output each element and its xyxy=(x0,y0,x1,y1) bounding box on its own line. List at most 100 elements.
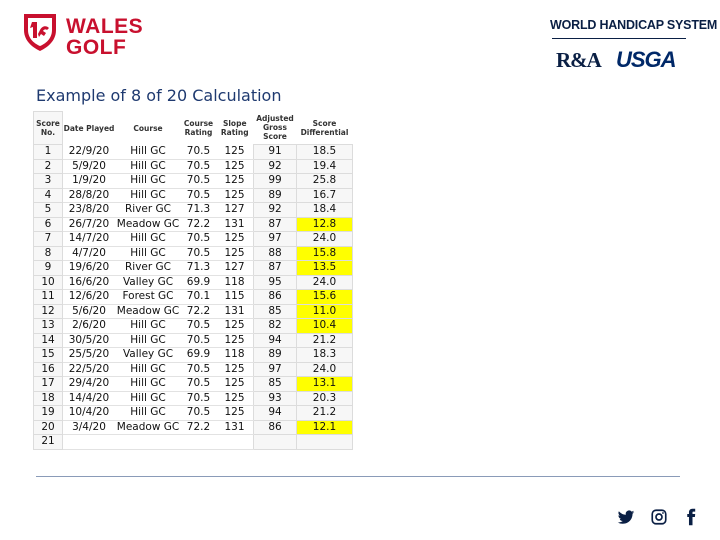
score-no-cell: 9 xyxy=(33,260,63,276)
score-calculation-table: Score No. Date Played Course Course Rati… xyxy=(33,111,353,450)
date-played-cell: 19/6/20 xyxy=(62,260,115,276)
date-played-cell: 26/7/20 xyxy=(62,217,115,232)
course-cell: Valley GC xyxy=(115,347,181,363)
score-differential-cell: 15.8 xyxy=(296,245,353,261)
score-differential-cell: 24.0 xyxy=(296,274,353,290)
score-no-cell: 4 xyxy=(33,187,63,203)
slope-rating-cell: 125 xyxy=(216,391,254,406)
adjusted-gross-score-cell: 82 xyxy=(253,318,297,334)
adjusted-gross-score-cell: 89 xyxy=(253,347,297,363)
score-differential-cell: 25.8 xyxy=(296,173,353,189)
adjusted-gross-score-cell: 86 xyxy=(253,289,297,305)
usga-logo: USGA xyxy=(616,47,677,72)
date-played-cell: 12/6/20 xyxy=(62,289,115,305)
course-rating-cell xyxy=(181,434,216,450)
header-adjusted-gross-score: Adjusted Gross Score xyxy=(256,114,294,142)
instagram-icon[interactable] xyxy=(650,508,668,526)
score-differential-cell: 21.2 xyxy=(296,332,353,348)
course-cell: Hill GC xyxy=(115,231,181,247)
score-differential-cell: 18.5 xyxy=(296,144,353,160)
date-played-cell: 5/6/20 xyxy=(62,304,115,319)
slope-rating-cell: 131 xyxy=(216,304,254,319)
score-differential-cell: 24.0 xyxy=(296,231,353,247)
course-rating-cell: 69.9 xyxy=(181,347,216,363)
adjusted-gross-score-cell: 94 xyxy=(253,332,297,348)
table-row: 17 29/4/20 Hill GC 70.5 125 85 13.1 xyxy=(33,376,353,392)
course-cell: Hill GC xyxy=(115,318,181,334)
score-no-cell: 3 xyxy=(33,173,63,189)
wales-logo-line1: WALES xyxy=(66,15,144,38)
course-rating-cell: 70.5 xyxy=(181,231,216,247)
score-no-cell: 15 xyxy=(33,347,63,363)
date-played-cell xyxy=(62,434,115,450)
date-played-cell: 4/7/20 xyxy=(62,246,115,261)
table-row: 19 10/4/20 Hill GC 70.5 125 94 21.2 xyxy=(33,405,353,421)
slope-rating-cell: 125 xyxy=(216,246,254,261)
date-played-cell: 14/7/20 xyxy=(62,231,115,247)
score-no-cell: 10 xyxy=(33,274,63,290)
table-row: 8 4/7/20 Hill GC 70.5 125 88 15.8 xyxy=(33,245,353,261)
date-played-cell: 22/9/20 xyxy=(62,144,115,160)
adjusted-gross-score-cell: 97 xyxy=(253,361,297,377)
adjusted-gross-score-cell: 97 xyxy=(253,231,297,247)
whs-logo-block: WORLD HANDICAP SYSTEM R&A USGA xyxy=(550,18,717,73)
course-cell: Hill GC xyxy=(115,405,181,421)
course-cell xyxy=(115,434,181,450)
score-no-cell: 21 xyxy=(33,434,63,450)
score-differential-cell: 12.1 xyxy=(296,419,353,435)
adjusted-gross-score-cell xyxy=(253,434,297,450)
score-differential-cell: 12.8 xyxy=(296,216,353,232)
table-row: 2 5/9/20 Hill GC 70.5 125 92 19.4 xyxy=(33,158,353,174)
table-row: 12 5/6/20 Meadow GC 72.2 131 85 11.0 xyxy=(33,303,353,319)
slope-rating-cell: 125 xyxy=(216,188,254,203)
whs-divider xyxy=(552,38,686,39)
date-played-cell: 10/4/20 xyxy=(62,405,115,421)
ra-logo: R&A xyxy=(556,48,602,72)
course-cell: Hill GC xyxy=(115,188,181,203)
table-row: 15 25/5/20 Valley GC 69.9 118 89 18.3 xyxy=(33,347,353,363)
course-rating-cell: 70.5 xyxy=(181,376,216,392)
score-differential-cell: 18.4 xyxy=(296,202,353,218)
score-differential-cell: 13.5 xyxy=(296,260,353,276)
slope-rating-cell: 125 xyxy=(216,231,254,247)
slope-rating-cell: 125 xyxy=(216,376,254,392)
date-played-cell: 16/6/20 xyxy=(62,275,115,290)
slope-rating-cell: 127 xyxy=(216,202,254,218)
score-differential-cell: 24.0 xyxy=(296,361,353,377)
score-differential-cell: 15.6 xyxy=(296,289,353,305)
course-rating-cell: 70.5 xyxy=(181,159,216,174)
course-cell: Hill GC xyxy=(115,144,181,160)
adjusted-gross-score-cell: 92 xyxy=(253,202,297,218)
adjusted-gross-score-cell: 89 xyxy=(253,187,297,203)
score-differential-cell: 21.2 xyxy=(296,405,353,421)
score-no-cell: 16 xyxy=(33,361,63,377)
table-row: 6 26/7/20 Meadow GC 72.2 131 87 12.8 xyxy=(33,216,353,232)
table-row: 16 22/5/20 Hill GC 70.5 125 97 24.0 xyxy=(33,361,353,377)
adjusted-gross-score-cell: 85 xyxy=(253,376,297,392)
table-row: 7 14/7/20 Hill GC 70.5 125 97 24.0 xyxy=(33,231,353,247)
table-row: 4 28/8/20 Hill GC 70.5 125 89 16.7 xyxy=(33,187,353,203)
adjusted-gross-score-cell: 92 xyxy=(253,158,297,174)
score-differential-cell: 18.3 xyxy=(296,347,353,363)
table-row: 5 23/8/20 River GC 71.3 127 92 18.4 xyxy=(33,202,353,218)
score-no-cell: 7 xyxy=(33,231,63,247)
score-differential-cell xyxy=(296,434,353,450)
course-cell: Hill GC xyxy=(115,173,181,189)
page-title: Example of 8 of 20 Calculation xyxy=(36,86,282,105)
score-differential-cell: 19.4 xyxy=(296,158,353,174)
score-no-cell: 1 xyxy=(33,144,63,160)
course-cell: Meadow GC xyxy=(115,420,181,435)
date-played-cell: 29/4/20 xyxy=(62,376,115,392)
date-played-cell: 2/6/20 xyxy=(62,318,115,334)
adjusted-gross-score-cell: 87 xyxy=(253,260,297,276)
header-slope-rating: Slope Rating xyxy=(220,119,249,137)
course-rating-cell: 70.5 xyxy=(181,144,216,160)
course-rating-cell: 70.5 xyxy=(181,173,216,189)
header-score-differential: Score Differential xyxy=(300,118,349,137)
twitter-icon[interactable] xyxy=(617,508,635,526)
table-row: 14 30/5/20 Hill GC 70.5 125 94 21.2 xyxy=(33,332,353,348)
table-header-row: Score No. Date Played Course Course Rati… xyxy=(33,111,353,145)
course-rating-cell: 72.2 xyxy=(181,420,216,435)
course-cell: Meadow GC xyxy=(115,217,181,232)
facebook-icon[interactable] xyxy=(682,508,700,526)
